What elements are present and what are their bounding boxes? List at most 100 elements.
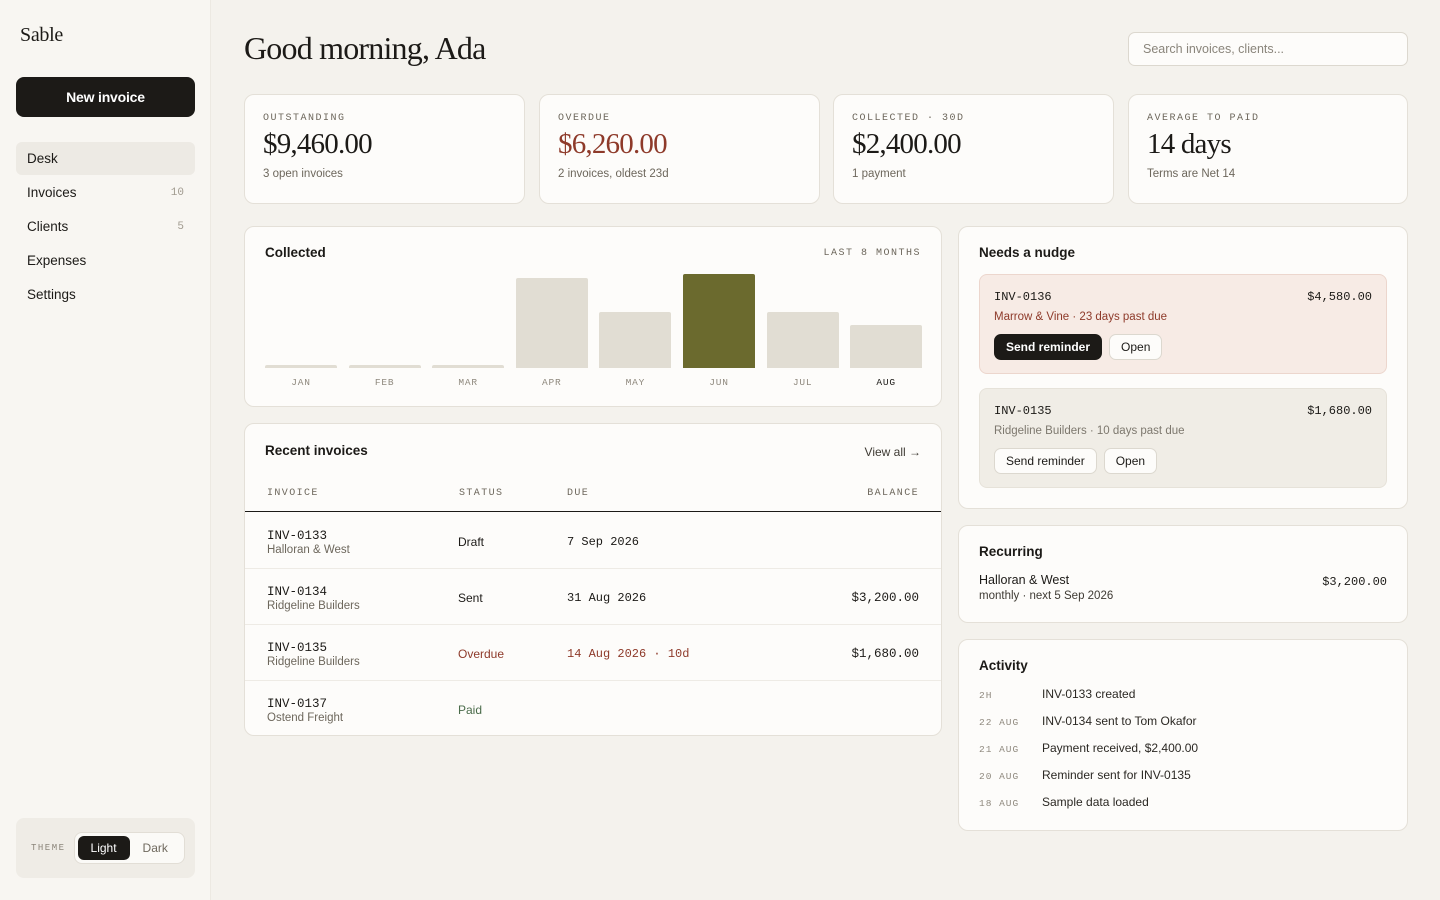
column-header-balance: BALANCE [867, 488, 919, 499]
chart-label-apr: APR [542, 377, 562, 388]
invoice-due: 14 Aug 2026 · 10d [567, 647, 690, 661]
kpi-value: 14 days [1147, 128, 1232, 160]
kpi-sub: 3 open invoices [263, 168, 343, 180]
theme-light-option[interactable]: Light [77, 836, 130, 860]
activity-item: 22 AUG INV-0134 sent to Tom Okafor [979, 714, 1389, 734]
invoice-client: Ridgeline Builders [267, 656, 360, 668]
chart-label-mar: MAR [458, 377, 478, 388]
table-row[interactable]: INV-0137 Ostend Freight Paid [245, 681, 941, 735]
recent-invoices-card: Recent invoices View all → INVOICE STATU… [244, 423, 942, 736]
invoice-due: 7 Sep 2026 [567, 535, 640, 549]
activity-title: Activity [979, 658, 1028, 673]
nudge-amount: $4,580.00 [1307, 290, 1372, 304]
activity-item: 21 AUG Payment received, $2,400.00 [979, 741, 1389, 761]
invoice-client: Ridgeline Builders [267, 600, 360, 612]
nudge-title: Needs a nudge [979, 245, 1076, 260]
invoice-id: INV-0134 [267, 585, 328, 599]
chart-bar-jan [265, 365, 337, 368]
invoice-id: INV-0133 [267, 529, 328, 543]
invoice-balance: $1,680.00 [851, 647, 919, 661]
status-badge: Sent [458, 591, 483, 605]
brand-logo[interactable]: Sable [20, 24, 63, 46]
table-header: INVOICE STATUS DUE BALANCE [245, 481, 941, 512]
sidebar-item-desk[interactable]: Desk [16, 142, 195, 175]
kpi-label: OUTSTANDING [263, 113, 346, 124]
sidebar: Sable New invoice Desk Invoices 10 Clien… [0, 0, 211, 900]
chart-bar-feb [348, 365, 421, 368]
view-all-link[interactable]: View all → [864, 445, 921, 459]
kpi-collected: COLLECTED · 30D $2,400.00 1 payment [833, 94, 1114, 204]
theme-dark-option[interactable]: Dark [142, 841, 168, 855]
nudge-amount: $1,680.00 [1307, 404, 1372, 418]
send-reminder-button[interactable]: Send reminder [994, 334, 1103, 360]
chart-title: Collected [265, 245, 326, 260]
search-input[interactable] [1128, 32, 1408, 66]
kpi-sub: 1 payment [852, 168, 906, 180]
sidebar-item-invoices[interactable]: Invoices 10 [16, 176, 195, 209]
kpi-label: COLLECTED · 30D [852, 113, 965, 124]
sidebar-item-count: 10 [170, 186, 184, 199]
sidebar-item-expenses[interactable]: Expenses [16, 244, 195, 277]
invoice-due: 31 Aug 2026 [567, 591, 647, 605]
status-badge: Overdue [458, 647, 505, 661]
sidebar-nav: Desk Invoices 10 Clients 5 Expenses Sett… [16, 142, 195, 312]
kpi-outstanding: OUTSTANDING $9,460.00 3 open invoices [244, 94, 525, 204]
sidebar-item-label: Desk [27, 151, 58, 166]
kpi-value: $6,260.00 [558, 128, 668, 160]
collected-bar-chart: JAN FEB MAR APR MAY JUN JUL AUG [265, 267, 923, 397]
kpi-sub: Terms are Net 14 [1147, 168, 1236, 180]
table-row[interactable]: INV-0133 Halloran & West Draft 7 Sep 202… [245, 513, 941, 569]
invoice-balance: $3,200.00 [851, 591, 919, 605]
sidebar-item-count: 5 [177, 220, 184, 233]
nudge-meta: Ridgeline Builders · 10 days past due [994, 425, 1185, 437]
chart-label-aug: AUG [876, 377, 896, 388]
activity-item: 20 AUG Reminder sent for INV-0135 [979, 768, 1389, 788]
chart-label-jun: JUN [709, 377, 729, 388]
nudge-invoice-id: INV-0136 [994, 290, 1052, 304]
collected-chart-card: Collected LAST 8 MONTHS JAN FEB MAR APR MAY J… [244, 226, 942, 407]
kpi-value: $9,460.00 [263, 128, 373, 160]
activity-time: 22 AUG [979, 717, 1020, 728]
chart-bar-may [599, 312, 672, 368]
recurring-title: Recurring [979, 544, 1043, 559]
activity-text: Payment received, $2,400.00 [1042, 741, 1199, 755]
theme-switcher: THEME Light Dark [16, 818, 195, 878]
activity-item: 18 AUG Sample data loaded [979, 795, 1389, 815]
table-row[interactable]: INV-0134 Ridgeline Builders Sent 31 Aug … [245, 569, 941, 625]
sidebar-item-clients[interactable]: Clients 5 [16, 210, 195, 243]
recurring-client[interactable]: Halloran & West [979, 573, 1070, 587]
nudge-item: INV-0135 $1,680.00 Ridgeline Builders · … [979, 388, 1387, 488]
chart-range: LAST 8 MONTHS [823, 248, 921, 259]
activity-time: 2H [979, 690, 993, 701]
invoice-id: INV-0137 [267, 697, 328, 711]
activity-item: 2H INV-0133 created [979, 687, 1389, 707]
sidebar-item-label: Invoices [27, 185, 77, 200]
chart-bar-jul [766, 312, 839, 368]
sidebar-item-settings[interactable]: Settings [16, 278, 195, 311]
kpi-sub: 2 invoices, oldest 23d [558, 168, 669, 180]
nudge-item: INV-0136 $4,580.00 Marrow & Vine · 23 da… [979, 274, 1387, 374]
open-button[interactable]: Open [1109, 334, 1163, 360]
chart-label-jan: JAN [291, 377, 311, 388]
chart-bar-jun [683, 274, 755, 368]
invoice-client: Halloran & West [267, 544, 350, 556]
column-header-due: DUE [567, 488, 590, 499]
theme-label: THEME [31, 843, 66, 853]
sidebar-item-label: Settings [27, 287, 76, 302]
activity-text: Sample data loaded [1042, 795, 1149, 809]
open-button[interactable]: Open [1103, 448, 1158, 474]
chart-bar-aug [850, 325, 923, 368]
page-title: Good morning, Ada [244, 30, 486, 66]
chart-bar-mar [432, 365, 505, 368]
activity-time: 18 AUG [979, 798, 1020, 809]
table-row[interactable]: INV-0135 Ridgeline Builders Overdue 14 A… [245, 625, 941, 681]
activity-text: INV-0134 sent to Tom Okafor [1042, 714, 1197, 728]
column-header-invoice: INVOICE [267, 488, 319, 499]
activity-text: Reminder sent for INV-0135 [1042, 768, 1191, 782]
status-badge: Draft [458, 535, 485, 549]
send-reminder-button[interactable]: Send reminder [994, 448, 1097, 474]
nudge-meta: Marrow & Vine · 23 days past due [994, 311, 1168, 323]
recurring-schedule: monthly · next 5 Sep 2026 [979, 590, 1114, 602]
status-badge: Paid [458, 703, 483, 717]
new-invoice-button[interactable]: New invoice [16, 77, 195, 117]
